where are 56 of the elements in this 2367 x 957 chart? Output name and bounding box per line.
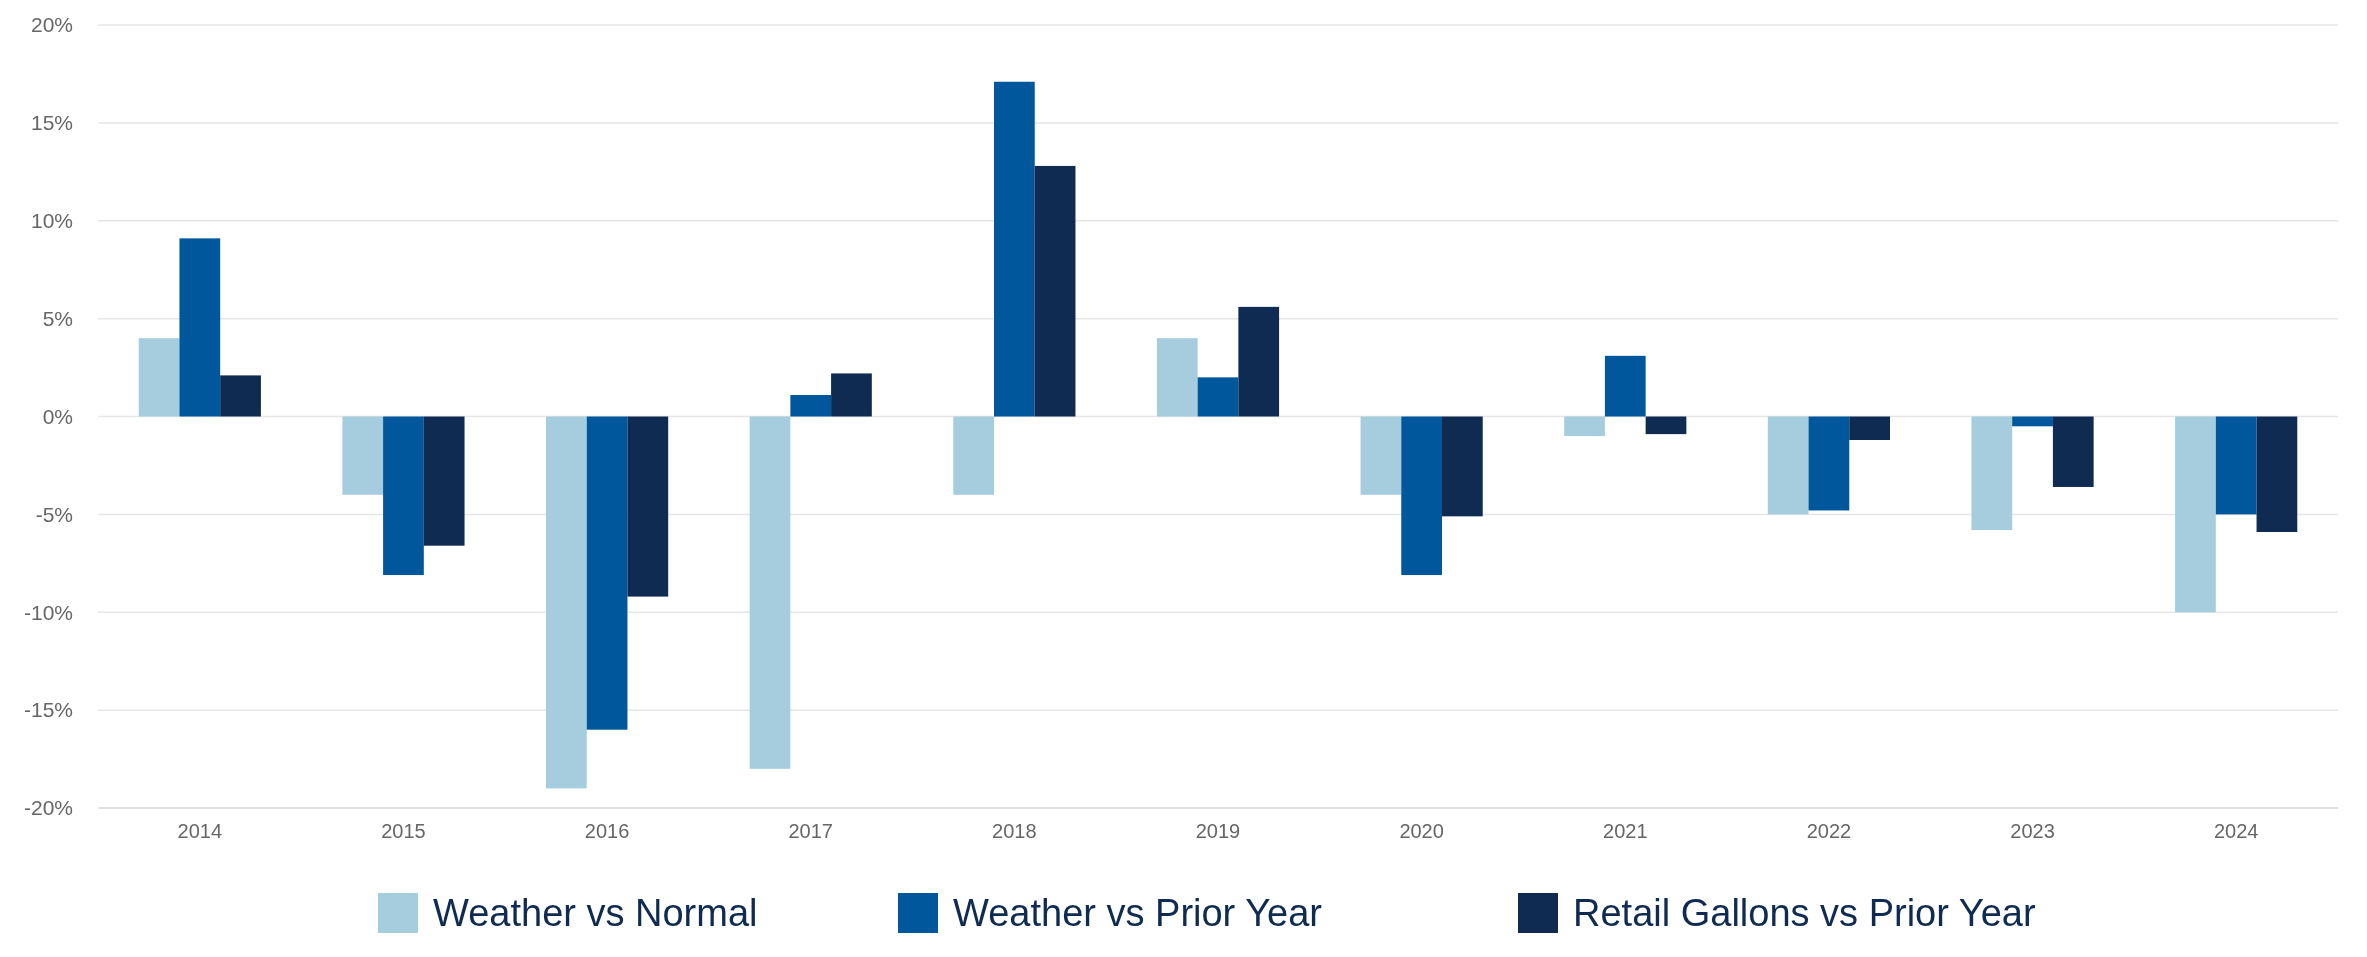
bar bbox=[220, 375, 261, 417]
bar bbox=[342, 416, 384, 495]
bar bbox=[383, 416, 424, 576]
bar bbox=[1034, 165, 1076, 417]
bar bbox=[586, 416, 628, 730]
x-tick-label: 2024 bbox=[2213, 820, 2259, 842]
legend-label: Weather vs Normal bbox=[433, 892, 758, 935]
x-tick-label: 2021 bbox=[1603, 820, 1648, 842]
bar bbox=[1767, 416, 1809, 515]
bar bbox=[179, 238, 221, 417]
x-tick-label: 2018 bbox=[992, 820, 1037, 842]
bar bbox=[831, 373, 872, 417]
x-tick-label: 2023 bbox=[2010, 820, 2055, 842]
bar bbox=[790, 394, 832, 417]
legend-label: Retail Gallons vs Prior Year bbox=[1573, 892, 2036, 935]
bar bbox=[627, 416, 669, 597]
bar bbox=[546, 416, 587, 789]
bar bbox=[2256, 416, 2298, 532]
bar bbox=[1971, 416, 2013, 531]
bar bbox=[1197, 377, 1239, 417]
bar bbox=[1360, 416, 1402, 495]
bar bbox=[1564, 416, 1605, 437]
x-tick-label: 2020 bbox=[1399, 820, 1444, 842]
bar bbox=[749, 416, 791, 769]
bar bbox=[138, 338, 180, 417]
bar bbox=[1604, 355, 1646, 417]
bar bbox=[423, 416, 465, 546]
y-tick-label: 10% bbox=[30, 209, 73, 233]
y-tick-label: 20% bbox=[30, 13, 73, 37]
y-tick-label: 5% bbox=[42, 306, 73, 330]
bar bbox=[2175, 416, 2216, 613]
y-tick-label: 0% bbox=[42, 404, 73, 428]
bar bbox=[1238, 306, 1280, 417]
x-tick-label: 2019 bbox=[1195, 820, 1241, 842]
y-tick-label: -15% bbox=[23, 698, 73, 722]
x-tick-label: 2014 bbox=[177, 820, 223, 842]
y-tick-label: -5% bbox=[35, 502, 73, 526]
y-tick-label: -20% bbox=[23, 796, 73, 820]
x-tick-label: 2022 bbox=[1806, 820, 1852, 842]
bar bbox=[994, 81, 1035, 417]
bar bbox=[2052, 416, 2094, 487]
bar bbox=[1156, 338, 1198, 417]
y-tick-label: -10% bbox=[23, 600, 73, 624]
bar bbox=[1808, 416, 1850, 511]
legend-label: Weather vs Prior Year bbox=[953, 892, 1323, 935]
x-tick-label: 2017 bbox=[788, 820, 833, 842]
bar bbox=[1645, 416, 1687, 435]
bar bbox=[953, 416, 994, 495]
y-tick-label: 15% bbox=[30, 111, 73, 135]
bar bbox=[2012, 416, 2053, 427]
bar bbox=[1849, 416, 1890, 440]
x-tick-label: 2015 bbox=[381, 820, 426, 842]
bar bbox=[1442, 416, 1483, 517]
bar bbox=[2215, 416, 2257, 515]
bar bbox=[1401, 416, 1442, 576]
x-tick-label: 2016 bbox=[584, 820, 630, 842]
